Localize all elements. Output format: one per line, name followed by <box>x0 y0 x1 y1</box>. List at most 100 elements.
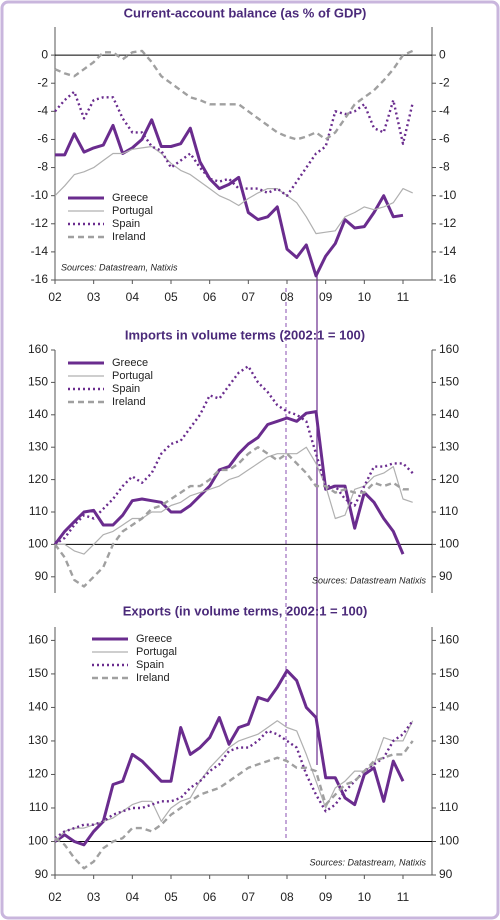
y2-tick-label: -14 <box>439 244 457 258</box>
y-tick-label: -10 <box>31 188 49 202</box>
series-line <box>54 720 414 842</box>
legend-label: Spain <box>112 218 140 230</box>
x-tick-label: 03 <box>87 290 101 304</box>
y2-tick-label: -8 <box>439 160 450 174</box>
y2-tick-label: -4 <box>439 104 450 118</box>
y2-tick-label: -12 <box>439 216 457 230</box>
y-tick-label: 160 <box>28 342 48 356</box>
y2-tick-label: 90 <box>439 569 453 583</box>
x-tick-label: 11 <box>397 890 410 904</box>
legend-label: Greece <box>112 192 148 204</box>
y2-tick-label: 100 <box>439 537 459 551</box>
y-tick-label: 90 <box>35 569 49 583</box>
x-tick-label: 06 <box>203 890 217 904</box>
series-line <box>54 145 413 235</box>
legend-label: Ireland <box>112 231 146 243</box>
x-tick-label: 09 <box>319 890 333 904</box>
y-tick-label: 90 <box>35 867 49 881</box>
x-tick-label: 10 <box>358 290 372 304</box>
y-tick-label: -2 <box>37 75 48 89</box>
y-tick-label: 120 <box>28 472 48 486</box>
y-tick-label: -14 <box>31 244 49 258</box>
series-line <box>54 365 414 546</box>
legend-label: Portugal <box>112 205 153 217</box>
y-tick-label: -6 <box>37 132 48 146</box>
x-tick-label: 11 <box>397 290 410 304</box>
legend-label: Portugal <box>112 370 153 382</box>
y2-tick-label: 150 <box>439 666 459 680</box>
y-tick-label: 0 <box>41 47 48 61</box>
y-tick-label: 160 <box>28 633 48 647</box>
y-tick-label: -4 <box>37 104 48 118</box>
y-tick-label: -8 <box>37 160 48 174</box>
y2-tick-label: -6 <box>439 132 450 146</box>
y2-tick-label: 140 <box>439 407 459 421</box>
legend-label: Ireland <box>112 396 146 408</box>
y-tick-label: -16 <box>31 272 49 286</box>
chart-title: Imports in volume terms (2002:1 = 100) <box>125 327 365 342</box>
y-tick-label: 120 <box>28 767 48 781</box>
y-tick-label: -12 <box>31 216 49 230</box>
x-tick-label: 06 <box>203 290 217 304</box>
y2-tick-label: 160 <box>439 342 459 356</box>
series-line <box>53 410 405 555</box>
y-tick-label: 130 <box>28 439 48 453</box>
y-tick-label: 100 <box>28 537 48 551</box>
y2-tick-label: 160 <box>439 633 459 647</box>
y2-tick-label: 150 <box>439 375 459 389</box>
legend-label: Spain <box>136 659 164 671</box>
y2-tick-label: 90 <box>439 867 453 881</box>
x-tick-label: 07 <box>242 290 256 304</box>
source-note: Sources: Datastream Natixis <box>312 575 427 585</box>
legend-label: Greece <box>136 633 172 645</box>
chart-title: Exports (in volume terms, 2002:1 = 100) <box>123 603 368 618</box>
y2-tick-label: 110 <box>439 800 458 814</box>
source-note: Sources: Datastream, Natixis <box>309 857 426 867</box>
y-tick-label: 140 <box>28 700 48 714</box>
x-tick-label: 04 <box>126 890 140 904</box>
y2-tick-label: 120 <box>439 767 459 781</box>
y-tick-label: 100 <box>28 834 48 848</box>
x-tick-label: 08 <box>280 290 294 304</box>
y-tick-label: 110 <box>29 504 48 518</box>
legend-label: Spain <box>112 383 140 395</box>
series-line <box>54 740 414 870</box>
y-tick-label: 110 <box>29 800 48 814</box>
x-tick-label: 04 <box>126 290 140 304</box>
y2-tick-label: 100 <box>439 834 459 848</box>
x-tick-label: 02 <box>48 890 62 904</box>
y2-tick-label: 130 <box>439 439 459 453</box>
x-tick-label: 08 <box>280 890 294 904</box>
y2-tick-label: -10 <box>439 188 457 202</box>
x-tick-label: 03 <box>87 890 101 904</box>
y2-tick-label: 0 <box>439 47 446 61</box>
series-line <box>54 90 414 197</box>
series-line <box>54 669 405 847</box>
y-tick-label: 150 <box>28 375 48 389</box>
y-tick-label: 140 <box>28 407 48 421</box>
series-line <box>55 446 413 555</box>
x-tick-label: 09 <box>319 290 333 304</box>
y2-tick-label: -16 <box>439 272 457 286</box>
series-line <box>54 446 413 588</box>
y-tick-label: 130 <box>28 733 48 747</box>
y-tick-label: 150 <box>28 666 48 680</box>
legend-label: Portugal <box>136 646 177 658</box>
y2-tick-label: 120 <box>439 472 459 486</box>
y2-tick-label: 130 <box>439 733 459 747</box>
series-line <box>54 49 414 141</box>
source-note: Sources: Datastream, Natixis <box>61 262 178 272</box>
y2-tick-label: -2 <box>439 75 450 89</box>
x-tick-label: 05 <box>164 290 178 304</box>
x-tick-label: 02 <box>48 290 62 304</box>
series-line <box>54 720 414 840</box>
y2-tick-label: 110 <box>439 504 458 518</box>
x-tick-label: 10 <box>358 890 372 904</box>
legend-label: Greece <box>112 357 148 369</box>
chart-title: Current-account balance (as % of GDP) <box>124 5 367 20</box>
legend-label: Ireland <box>136 672 170 684</box>
x-tick-label: 07 <box>242 890 256 904</box>
series-line <box>55 118 404 278</box>
